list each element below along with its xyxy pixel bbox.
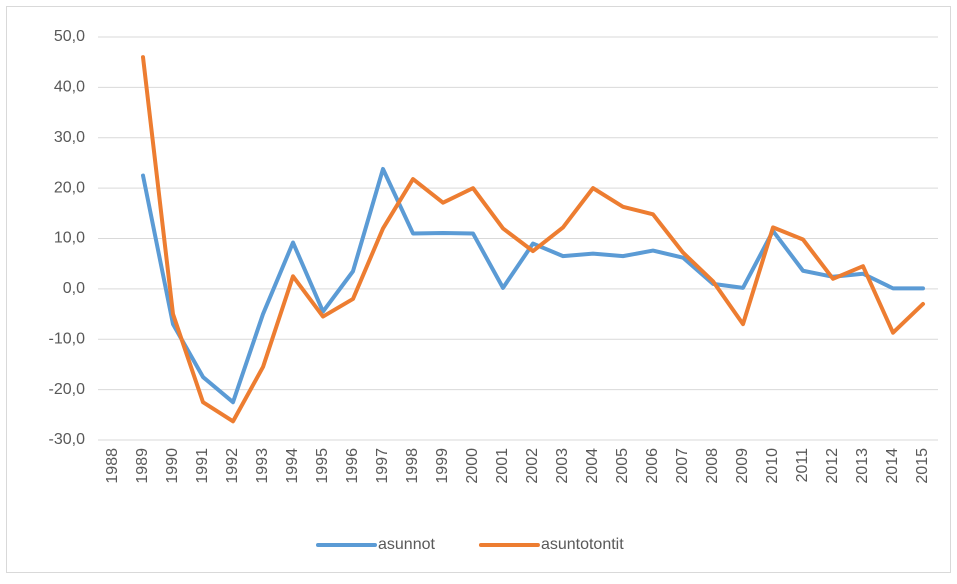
y-tick-label: 0,0 <box>63 280 85 297</box>
x-tick-label: 2014 <box>884 448 901 484</box>
x-tick-label: 1997 <box>374 448 391 484</box>
y-tick-label: 20,0 <box>54 179 85 196</box>
x-tick-label: 1988 <box>104 448 121 484</box>
x-tick-label: 2001 <box>494 448 511 484</box>
x-tick-label: 1994 <box>284 448 301 484</box>
y-tick-label: -10,0 <box>49 330 86 347</box>
y-tick-label: 50,0 <box>54 28 85 45</box>
x-tick-label: 2004 <box>584 448 601 484</box>
x-tick-label: 2013 <box>854 448 871 484</box>
x-tick-label: 2000 <box>464 448 481 484</box>
x-tick-label: 2010 <box>764 448 781 484</box>
x-tick-label: 2002 <box>524 448 541 484</box>
x-tick-label: 2009 <box>734 448 751 484</box>
x-tick-label: 1999 <box>434 448 451 484</box>
series-line <box>141 55 925 424</box>
x-tick-label: 2005 <box>614 448 631 484</box>
x-tick-label: 2011 <box>794 448 811 483</box>
x-tick-label: 2008 <box>704 448 721 484</box>
chart-frame <box>6 6 951 573</box>
x-tick-label: 2015 <box>914 448 931 484</box>
x-tick-label: 2003 <box>554 448 571 484</box>
x-tick-label: 1990 <box>164 448 181 484</box>
x-tick-label: 1989 <box>134 448 151 484</box>
y-tick-label: 40,0 <box>54 79 85 96</box>
x-tick-label: 2007 <box>674 448 691 484</box>
x-tick-label: 1995 <box>314 448 331 484</box>
x-tick-label: 2006 <box>644 448 661 484</box>
x-tick-label: 1993 <box>254 448 271 484</box>
x-tick-label: 1996 <box>344 448 361 484</box>
x-tick-label: 1991 <box>194 448 211 484</box>
series-line <box>141 166 925 405</box>
x-tick-label: 1992 <box>224 448 241 484</box>
y-tick-label: -30,0 <box>49 431 86 448</box>
y-tick-label: -20,0 <box>49 381 86 398</box>
y-tick-label: 30,0 <box>54 129 85 146</box>
x-tick-label: 2012 <box>824 448 841 484</box>
legend-label: asunnot <box>378 536 435 553</box>
y-tick-label: 10,0 <box>54 230 85 247</box>
x-tick-label: 1998 <box>404 448 421 484</box>
legend-label: asuntotontit <box>541 536 624 553</box>
